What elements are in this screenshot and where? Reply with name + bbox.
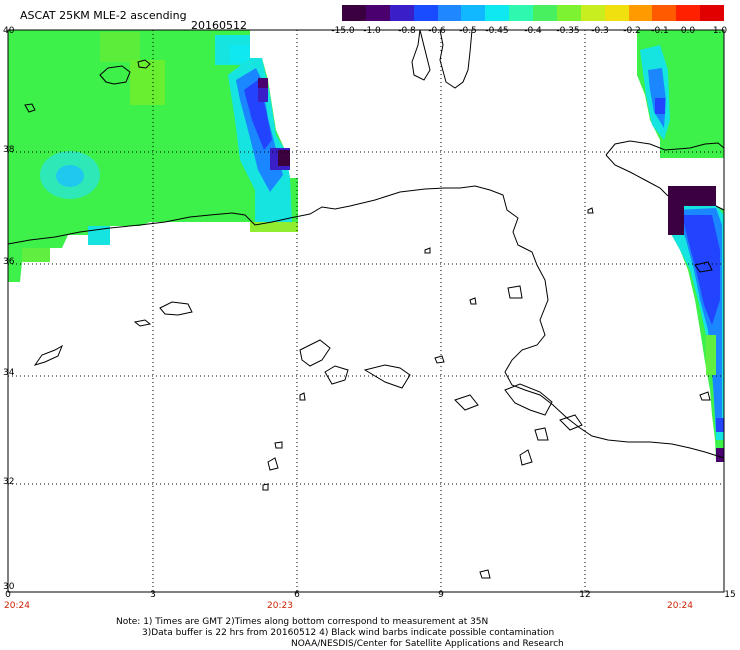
colorbar-tick-label: -1.0 — [363, 26, 381, 36]
colorbar-tick-label: -0.45 — [485, 26, 509, 36]
colorbar-tick-label: 1.0 — [712, 26, 728, 36]
colorbar-segment — [413, 5, 438, 21]
colorbar-tick-label: -15.0 — [331, 26, 355, 36]
colorbar-tick-label: -0.6 — [428, 26, 446, 36]
colorbar-segment — [485, 5, 510, 21]
map-frame — [7, 29, 725, 593]
right-top-swath — [637, 30, 724, 158]
colorbar-segment — [700, 5, 724, 21]
colorbar-segment — [580, 5, 605, 21]
colorbar-segment — [461, 5, 486, 21]
colorbar-segment — [652, 5, 677, 21]
colorbar-tick-label: -0.1 — [651, 26, 669, 36]
colorbar-segment — [604, 5, 629, 21]
note-line-1: Note: 1) Times are GMT 2)Times along bot… — [116, 617, 489, 627]
colorbar-segment — [342, 5, 366, 21]
x-label-15: 15 — [724, 590, 736, 600]
colorbar-tick-label: -0.8 — [398, 26, 416, 36]
colorbar-segment — [365, 5, 390, 21]
x-label-6: 6 — [294, 590, 300, 600]
colorbar-segment — [437, 5, 462, 21]
chart-date: 20160512 — [191, 19, 247, 32]
y-label-30: 30 — [3, 582, 15, 592]
colorbar-tick-label: 0.0 — [680, 26, 696, 36]
colorbar-segment — [509, 5, 533, 21]
colorbar-tick-label: -0.2 — [623, 26, 641, 36]
time-label-right: 20:24 — [667, 601, 693, 611]
chart-title: ASCAT 25KM MLE-2 ascending — [20, 9, 187, 22]
x-label-3: 3 — [150, 590, 156, 600]
left-swath — [8, 30, 298, 282]
x-label-12: 12 — [579, 590, 591, 600]
colorbar — [342, 5, 724, 21]
time-label-left: 20:24 — [4, 601, 30, 611]
colorbar-ticks: -15.0 -1.0 -0.8 -0.6 -0.5 -0.45 -0.4 -0.35 -0.3 -… — [330, 26, 740, 38]
time-label-middle: 20:23 — [267, 601, 293, 611]
colorbar-tick-label: -0.35 — [556, 26, 580, 36]
note-line-2: 3)Data buffer is 22 hrs from 20160512 4)… — [142, 628, 555, 638]
colorbar-segment — [676, 5, 701, 21]
colorbar-segment — [533, 5, 557, 21]
note-line-3: NOAA/NESDIS/Center for Satellite Applica… — [291, 639, 564, 649]
notes: Note: 1) Times are GMT 2)Times along bot… — [116, 617, 564, 650]
colorbar-tick-label: -0.4 — [524, 26, 542, 36]
colorbar-tick-label: -0.5 — [459, 26, 477, 36]
colorbar-segment — [389, 5, 414, 21]
colorbar-segment — [628, 5, 653, 21]
y-label-36: 36 — [3, 257, 15, 267]
colorbar-segment — [556, 5, 581, 21]
y-label-40: 40 — [3, 26, 15, 36]
x-label-9: 9 — [438, 590, 444, 600]
right-bottom-swath — [668, 186, 724, 462]
grid — [8, 30, 724, 592]
x-label-0: 0 — [5, 590, 11, 600]
y-label-38: 38 — [3, 145, 15, 155]
y-label-32: 32 — [3, 477, 15, 487]
colorbar-tick-label: -0.3 — [591, 26, 609, 36]
y-label-34: 34 — [3, 368, 15, 378]
coastlines — [7, 29, 725, 579]
